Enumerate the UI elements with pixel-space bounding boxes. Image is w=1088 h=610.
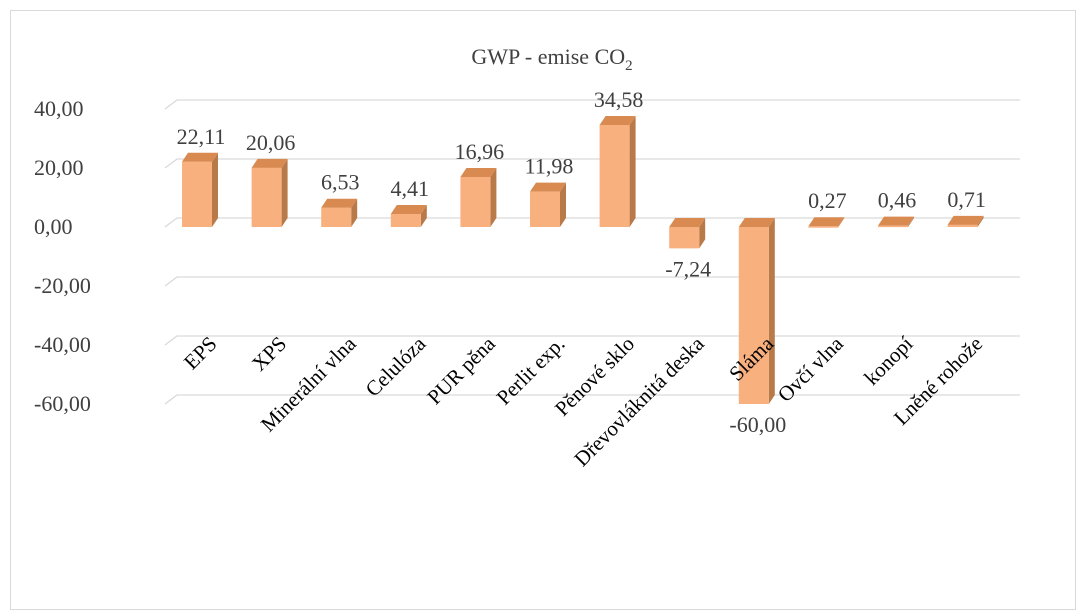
bar-side — [838, 217, 845, 227]
bar-side — [212, 152, 218, 227]
y-tick-label: 20,00 — [34, 155, 84, 180]
category-label: XPS — [247, 332, 291, 376]
bar-front — [530, 191, 560, 227]
bar-top — [182, 152, 218, 162]
bar-front — [182, 161, 212, 227]
bar — [878, 216, 914, 228]
chart-title: GWP - emise CO2 — [471, 44, 632, 74]
bar-top — [669, 218, 706, 227]
data-label: 22,11 — [177, 124, 226, 149]
bar-side — [560, 182, 566, 227]
data-label: 34,58 — [594, 87, 644, 112]
category-label: PUR pěna — [422, 331, 500, 409]
bar-top — [599, 115, 636, 125]
bar-front — [878, 225, 908, 228]
bar — [182, 152, 218, 227]
chart-title-subscript: 2 — [625, 58, 633, 74]
bar — [321, 198, 358, 227]
bar-top — [390, 204, 427, 214]
bars — [182, 115, 984, 404]
data-label: 0,71 — [947, 187, 986, 212]
category-label: konopí — [859, 331, 917, 389]
bar — [738, 218, 775, 404]
bar-top — [947, 215, 984, 225]
bar-side — [281, 158, 288, 227]
bar-front — [808, 226, 839, 228]
bar-front — [321, 207, 352, 227]
bar-front — [460, 176, 491, 227]
data-label: 0,46 — [878, 188, 917, 213]
bar-front — [390, 213, 421, 227]
data-label: 16,96 — [455, 139, 505, 164]
category-label: EPS — [179, 332, 222, 375]
bar-front — [669, 227, 700, 249]
bar-top — [808, 217, 845, 227]
gridline — [164, 99, 1020, 110]
gridline — [164, 276, 1020, 287]
category-label: Dřevovláknitá deska — [569, 331, 709, 471]
bar-front — [599, 124, 630, 227]
y-tick-label: 40,00 — [34, 96, 84, 121]
bar-top — [738, 218, 775, 227]
bar-top — [251, 158, 288, 168]
y-axis-ticks: 40,00 20,00 0,00 -20,00 -40,00 -60,00 — [34, 96, 91, 416]
bar-side — [629, 115, 636, 227]
y-tick-label: -40,00 — [34, 332, 91, 357]
bar-top — [530, 182, 566, 192]
bar-side — [977, 215, 984, 227]
chart-title-text: GWP - emise CO — [471, 44, 625, 69]
bar — [808, 217, 845, 228]
chart-svg: 22,11 20,06 6,53 4,41 16,96 11,98 34,58 -7,24 -6… — [34, 44, 1020, 471]
data-label: 20,06 — [246, 130, 296, 155]
bar-side — [420, 204, 427, 227]
bar-side — [490, 167, 497, 227]
data-label: 11,98 — [525, 154, 574, 179]
gridline — [164, 158, 1020, 169]
bar — [947, 215, 984, 227]
bar-front — [738, 227, 769, 404]
category-label: Celulóza — [361, 331, 431, 401]
bar-side — [908, 216, 914, 227]
data-label: 6,53 — [321, 170, 360, 195]
data-label: -7,24 — [665, 256, 711, 281]
gridline — [164, 217, 1020, 228]
y-tick-label: -20,00 — [34, 273, 91, 298]
y-tick-label: 0,00 — [34, 214, 73, 239]
bar-side — [699, 218, 706, 249]
bar — [251, 158, 288, 227]
y-tick-label: -60,00 — [34, 391, 91, 416]
bar-side — [351, 198, 358, 227]
data-label: 4,41 — [391, 176, 430, 201]
bar-side — [768, 218, 775, 404]
data-label: -60,00 — [729, 412, 786, 437]
bar-top — [321, 198, 358, 208]
bar — [530, 182, 566, 227]
bar — [669, 218, 706, 249]
bar-top — [878, 216, 914, 226]
bar — [390, 204, 427, 227]
chart-frame — [10, 10, 1076, 610]
bar-top — [460, 167, 497, 177]
bar — [460, 167, 497, 227]
data-labels: 22,11 20,06 6,53 4,41 16,96 11,98 34,58 -7,24 -6… — [177, 87, 986, 437]
bar-front — [947, 224, 978, 227]
data-label: 0,27 — [808, 188, 847, 213]
bar — [599, 115, 636, 227]
bar-front — [251, 167, 282, 227]
